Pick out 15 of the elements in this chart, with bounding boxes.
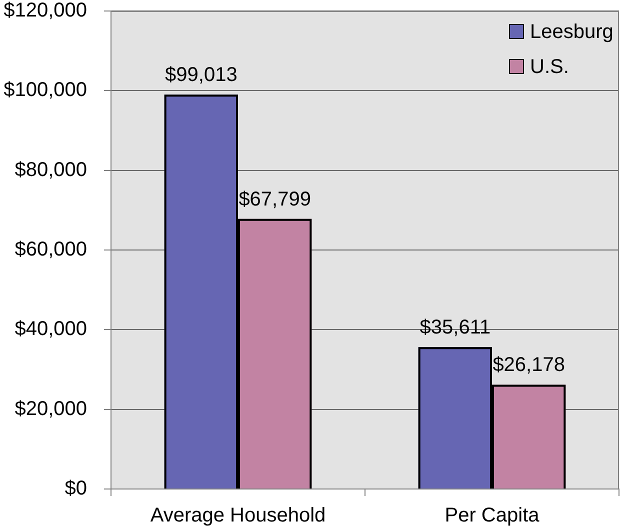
data-label: $35,611 <box>420 316 491 339</box>
legend-label: U.S. <box>530 54 569 78</box>
y-tick-label: $120,000 <box>4 0 87 22</box>
data-label: $26,178 <box>492 354 565 376</box>
data-label: $67,799 <box>238 188 311 210</box>
x-tick-label: Average Household <box>150 504 326 527</box>
y-tick-label: $100,000 <box>4 79 87 102</box>
y-tick-label: $40,000 <box>14 318 87 340</box>
x-tick-label: Per Capita <box>444 504 540 527</box>
legend-label: Leesburg <box>530 20 614 44</box>
data-label: $99,013 <box>165 64 238 86</box>
y-tick-label: $0 <box>64 478 87 500</box>
y-tick-label: $20,000 <box>14 398 87 420</box>
y-tick-label: $80,000 <box>14 158 87 181</box>
y-tick-label: $60,000 <box>14 238 87 261</box>
